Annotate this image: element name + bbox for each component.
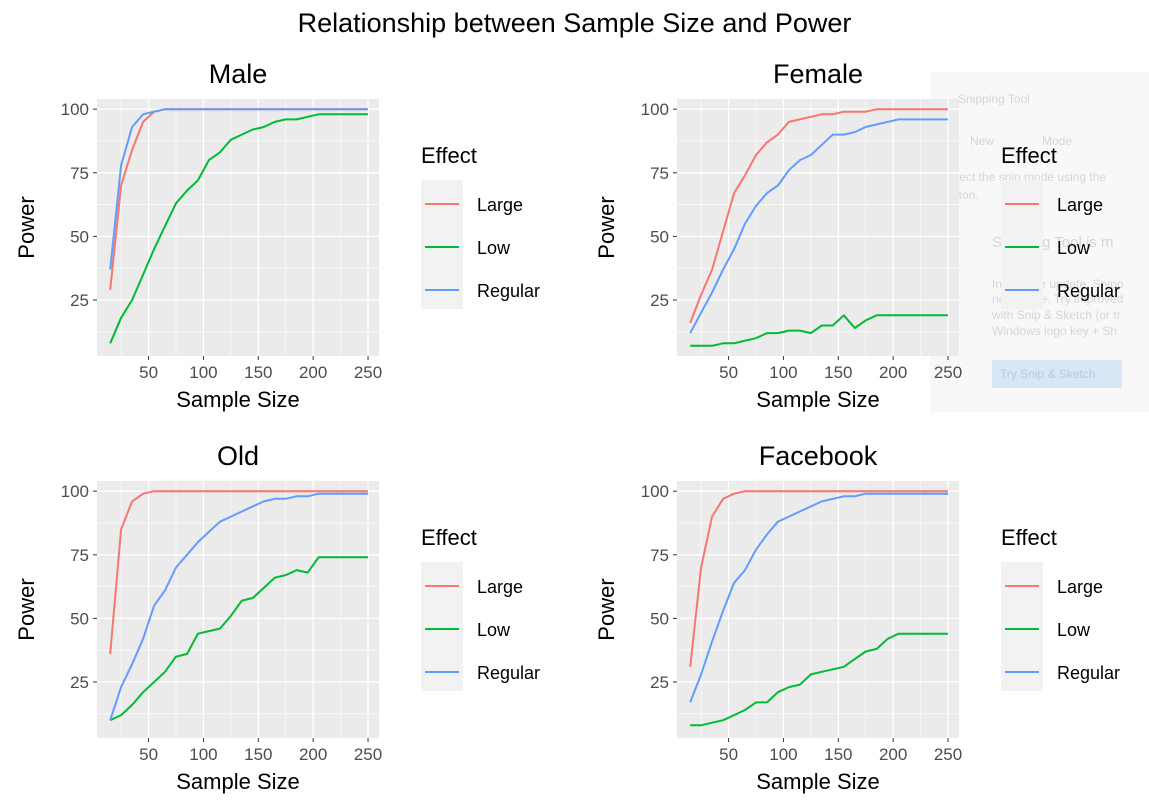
x-tick-label: 50 <box>139 745 158 764</box>
x-tick-label: 200 <box>879 745 907 764</box>
legend-label-low: Low <box>1057 620 1091 640</box>
legend-label-large: Large <box>477 195 523 215</box>
ghost-app-name: Snipping Tool <box>958 92 1030 106</box>
legend-title: Effect <box>1001 143 1057 168</box>
series-line-low <box>109 556 368 722</box>
series-line-large <box>109 490 368 655</box>
y-tick-label: 50 <box>70 227 89 246</box>
x-tick-label: 50 <box>139 363 158 382</box>
legend-label-regular: Regular <box>1057 281 1120 301</box>
ghost-line1: Select the snip mode using the <box>942 170 1107 184</box>
ghost-mode-label: Mode <box>1042 134 1073 148</box>
x-tick-label: 150 <box>824 745 852 764</box>
plot-background <box>677 481 959 738</box>
panel-title: Old <box>217 441 259 471</box>
figure-title: Relationship between Sample Size and Pow… <box>297 8 852 38</box>
x-tick-label: 150 <box>244 363 272 382</box>
legend-key-background <box>421 562 463 691</box>
x-tick-label: 250 <box>354 363 382 382</box>
x-tick-label: 250 <box>354 745 382 764</box>
y-tick-label: 50 <box>650 227 669 246</box>
y-tick-label: 25 <box>70 673 89 692</box>
plot-background <box>97 99 379 356</box>
chart-panel-facebook: 50 100 150 200 250 25 50 75 100 Facebook Sample Si… <box>594 441 1120 794</box>
series-line-large <box>689 490 948 667</box>
x-axis-label: Sample Size <box>176 769 300 794</box>
y-tick-label: 50 <box>650 609 669 628</box>
x-tick-label: 100 <box>189 745 217 764</box>
y-axis-label: Power <box>594 578 619 640</box>
legend-title: Effect <box>421 525 477 550</box>
y-tick-label: 75 <box>650 546 669 565</box>
legend-label-large: Large <box>1057 195 1103 215</box>
legend-label-low: Low <box>477 238 511 258</box>
legend-key-background <box>1001 180 1043 309</box>
x-tick-label: 50 <box>719 745 738 764</box>
plot-background <box>677 99 959 356</box>
x-axis-label: Sample Size <box>756 387 880 412</box>
ghost-try-button: Try Snip & Sketch <box>992 360 1122 388</box>
y-tick-label: 100 <box>641 100 669 119</box>
x-tick-label: 50 <box>719 363 738 382</box>
chart-panel-female: 50 100 150 200 250 25 50 75 100 Female Sample Size… <box>594 59 1120 412</box>
x-tick-label: 100 <box>769 363 797 382</box>
panel-title: Male <box>209 59 268 89</box>
series-line-regular <box>109 492 368 721</box>
legend-label-low: Low <box>477 620 511 640</box>
chart-panel-male: 50 100 150 200 250 25 50 75 100 Male Sample Size Po… <box>14 59 540 412</box>
series-line-regular <box>109 108 368 270</box>
x-axis-label: Sample Size <box>176 387 300 412</box>
x-tick-label: 100 <box>769 745 797 764</box>
x-tick-label: 250 <box>934 363 962 382</box>
y-tick-label: 25 <box>650 673 669 692</box>
ghost-new-label: New <box>970 134 995 148</box>
legend-title: Effect <box>1001 525 1057 550</box>
y-axis-label: Power <box>594 196 619 258</box>
y-tick-label: 25 <box>650 291 669 310</box>
x-tick-label: 200 <box>299 745 327 764</box>
y-tick-label: 100 <box>61 482 89 501</box>
legend-label-large: Large <box>1057 577 1103 597</box>
y-tick-label: 75 <box>650 164 669 183</box>
ghost-body3: with Snip & Sketch (or tr <box>992 308 1121 322</box>
legend-label-regular: Regular <box>477 663 540 683</box>
series-line-low <box>690 632 948 727</box>
y-tick-label: 100 <box>61 100 89 119</box>
panel-title: Facebook <box>759 441 878 471</box>
y-tick-label: 50 <box>70 609 89 628</box>
x-tick-label: 150 <box>824 363 852 382</box>
legend-title: Effect <box>421 143 477 168</box>
x-tick-label: 200 <box>879 363 907 382</box>
legend-label-regular: Regular <box>477 281 540 301</box>
x-tick-label: 250 <box>934 745 962 764</box>
y-tick-label: 100 <box>641 482 669 501</box>
series-line-large <box>689 108 948 324</box>
legend-key-background <box>1001 562 1043 691</box>
series-line-low <box>109 113 368 344</box>
legend-label-regular: Regular <box>1057 663 1120 683</box>
x-tick-label: 100 <box>189 363 217 382</box>
x-axis-label: Sample Size <box>756 769 880 794</box>
x-tick-label: 200 <box>299 363 327 382</box>
x-tick-label: 150 <box>244 745 272 764</box>
series-line-regular <box>689 118 948 334</box>
legend-label-low: Low <box>1057 238 1091 258</box>
chart-panel-old: 50 100 150 200 250 25 50 75 100 Old Sample Size Pow… <box>14 441 540 794</box>
y-axis-label: Power <box>14 578 39 640</box>
series-line-low <box>690 314 948 347</box>
y-tick-label: 75 <box>70 164 89 183</box>
plot-background <box>97 481 379 738</box>
y-axis-label: Power <box>14 196 39 258</box>
legend-label-large: Large <box>477 577 523 597</box>
ghost-body4: Windows logo key + Sh <box>992 324 1118 338</box>
series-line-regular <box>689 492 948 703</box>
panel-title: Female <box>773 59 863 89</box>
legend-key-background <box>421 180 463 309</box>
y-tick-label: 75 <box>70 546 89 565</box>
ghost-try-button-label: Try Snip & Sketch <box>1000 367 1096 381</box>
y-tick-label: 25 <box>70 291 89 310</box>
